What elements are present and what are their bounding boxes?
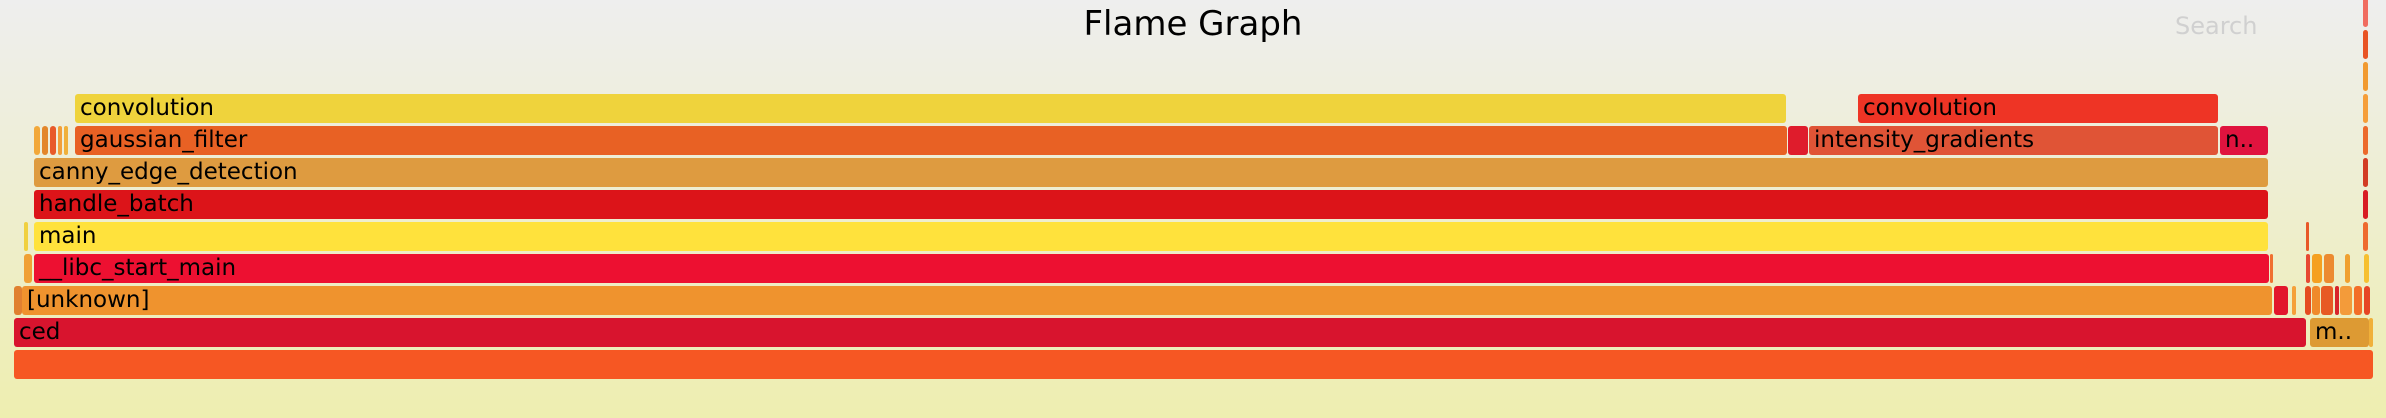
frame-sliver[interactable] <box>58 126 62 155</box>
frame-label: convolution <box>80 95 215 121</box>
frame-convolution[interactable]: convolution <box>75 94 1786 123</box>
frame-canny-edge-detection[interactable]: canny_edge_detection <box>34 158 2268 187</box>
frame-small[interactable] <box>2364 254 2369 283</box>
frame-sliver[interactable] <box>24 222 28 251</box>
frame-label: m.. <box>2315 319 2353 345</box>
frame-libc-start-main[interactable]: __libc_start_main <box>34 254 2269 283</box>
frame-handle-batch[interactable]: handle_batch <box>34 190 2268 219</box>
frame-unknown[interactable]: [unknown] <box>22 286 2272 315</box>
frame-small[interactable] <box>2363 158 2368 187</box>
frame-small[interactable] <box>2363 190 2368 219</box>
frame-gaussian-filter[interactable]: gaussian_filter <box>75 126 1787 155</box>
frame-small[interactable] <box>2312 254 2322 283</box>
frame-small[interactable] <box>2306 254 2310 283</box>
frame-intensity-gradients[interactable]: intensity_gradients <box>1809 126 2218 155</box>
frame-label: n.. <box>2225 127 2255 153</box>
frame-small[interactable] <box>2363 94 2368 123</box>
frame-main[interactable]: main <box>34 222 2268 251</box>
root-frame[interactable] <box>14 350 2373 379</box>
frame-unknown-sliver[interactable] <box>14 286 22 315</box>
frame-label: [unknown] <box>27 287 150 313</box>
frame-small[interactable] <box>2354 286 2362 315</box>
frame-sliver[interactable] <box>2369 318 2373 347</box>
frame-small[interactable] <box>2324 254 2334 283</box>
frame-small[interactable] <box>2340 286 2352 315</box>
frame-small[interactable] <box>2363 222 2368 251</box>
frame-label: main <box>39 223 97 249</box>
frame-small[interactable] <box>2305 286 2311 315</box>
frame-sliver[interactable] <box>64 126 68 155</box>
frame-m[interactable]: m.. <box>2310 318 2369 347</box>
frame-label: intensity_gradients <box>1814 127 2035 153</box>
frame-label: gaussian_filter <box>80 127 248 153</box>
frame-label: ced <box>19 319 61 345</box>
frame-small[interactable] <box>2363 126 2368 155</box>
frame-small[interactable] <box>2270 254 2273 283</box>
frame-small[interactable] <box>2364 286 2370 315</box>
frame-ced[interactable]: ced <box>14 318 2306 347</box>
frame-small[interactable] <box>2363 62 2368 91</box>
frame-label: handle_batch <box>39 191 194 217</box>
page-title: Flame Graph <box>1083 4 1303 44</box>
frame-label: convolution <box>1863 95 1998 121</box>
frame-small[interactable] <box>2363 0 2368 27</box>
frame-small[interactable] <box>2306 222 2309 251</box>
frame-n[interactable]: n.. <box>2220 126 2268 155</box>
frame-sliver[interactable] <box>24 254 32 283</box>
frame-small[interactable] <box>2335 286 2339 315</box>
frame-label: canny_edge_detection <box>39 159 298 185</box>
frame-small[interactable] <box>2345 254 2350 283</box>
frame-small[interactable] <box>2292 286 2296 315</box>
frame-small[interactable] <box>2321 286 2333 315</box>
frame-convolution-2[interactable]: convolution <box>1858 94 2218 123</box>
frame-sliver[interactable] <box>34 126 40 155</box>
frame-small[interactable] <box>2312 286 2320 315</box>
frame-sliver[interactable] <box>42 126 48 155</box>
frame-red-small[interactable] <box>1788 126 1808 155</box>
frame-small[interactable] <box>2363 30 2368 59</box>
frame-red-small[interactable] <box>2274 286 2288 315</box>
search-button[interactable]: Search <box>2175 12 2258 40</box>
frame-sliver[interactable] <box>50 126 56 155</box>
frame-label: __libc_start_main <box>39 255 237 281</box>
